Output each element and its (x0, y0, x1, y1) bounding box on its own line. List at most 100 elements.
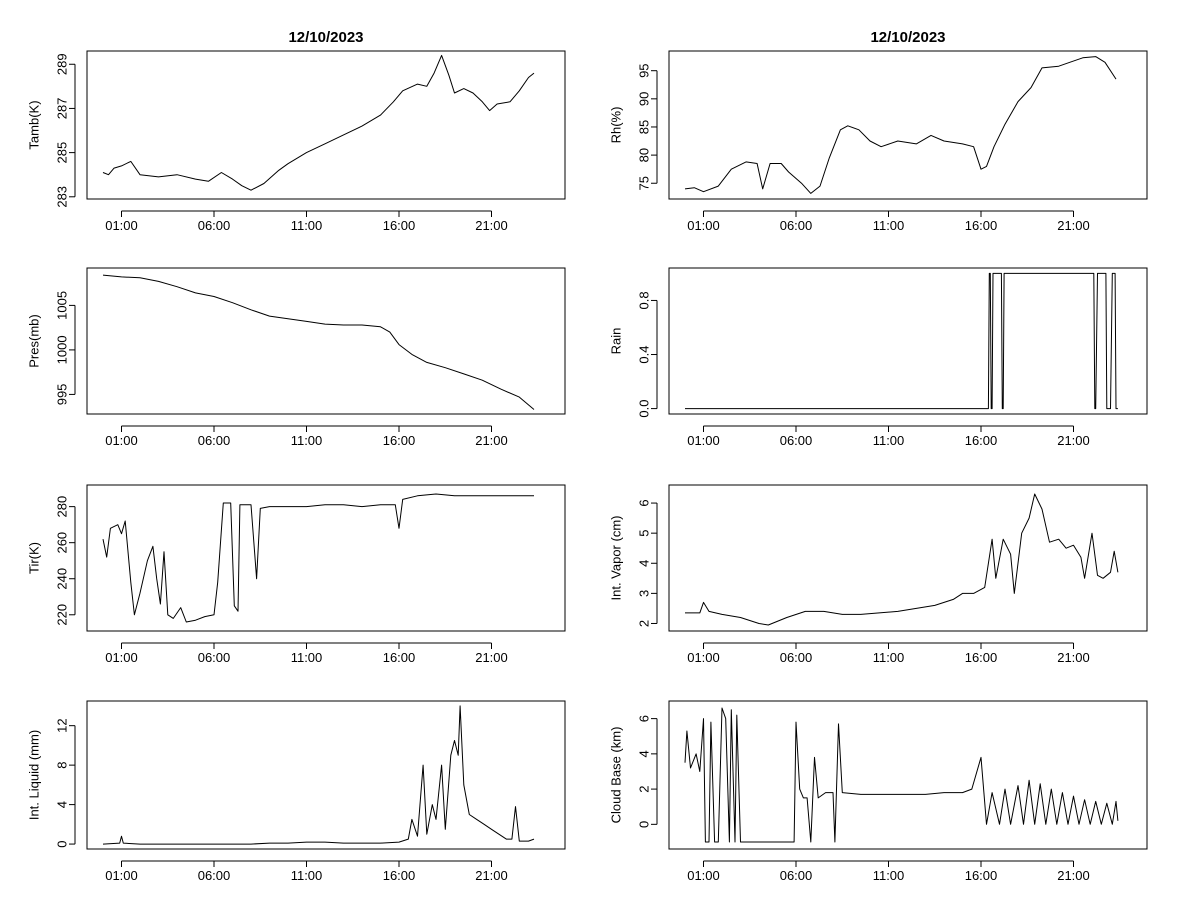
x-tick-label: 06:00 (780, 433, 813, 448)
series-line-pres (102, 274, 535, 410)
x-tick-label: 11:00 (873, 868, 905, 883)
y-tick-label: 85 (636, 120, 651, 134)
chart-panel-cloudbase: 01:00 06:00 11:00 16:00 21:00 0 2 4 6 Cloud Base … (608, 700, 1148, 883)
x-tick-label: 16:00 (383, 218, 416, 233)
y-tick-label: 260 (54, 532, 69, 554)
x-tick-label: 11:00 (873, 650, 905, 665)
chart-panel-pres: 01:00 06:00 11:00 16:00 21:00 995 1000 1005 Pres… (26, 267, 566, 448)
y-tick-label: 8 (54, 762, 69, 769)
y-tick-label: 12 (54, 718, 69, 732)
y-tick-label: 3 (636, 590, 651, 597)
y-tick-label: 6 (636, 715, 651, 722)
y-tick-label: 4 (54, 801, 69, 808)
chart-panel-rain: 01:00 06:00 11:00 16:00 21:00 0.0 0.4 0.8 Rain (608, 267, 1148, 448)
plot-frame (668, 267, 1148, 415)
chart-panel-tamb: 12/10/2023 01:00 06:00 11:00 16:00 21:00 283 28… (26, 29, 566, 233)
x-tick-label: 16:00 (965, 433, 998, 448)
x-tick-label: 01:00 (105, 868, 138, 883)
x-tick-label: 16:00 (965, 650, 998, 665)
x-tick-label: 11:00 (291, 650, 323, 665)
y-tick-label: 95 (636, 63, 651, 77)
y-axis-label: Cloud Base (km) (608, 727, 623, 824)
x-tick-label: 06:00 (198, 868, 231, 883)
y-tick-label: 0.0 (636, 400, 651, 418)
x-tick-label: 21:00 (475, 650, 508, 665)
y-tick-label: 0.8 (636, 291, 651, 309)
x-tick-label: 21:00 (1057, 433, 1090, 448)
y-axis-label: Rain (608, 328, 623, 355)
chart-title: 12/10/2023 (870, 29, 945, 46)
y-tick-label: 6 (636, 499, 651, 506)
x-tick-label: 11:00 (291, 218, 323, 233)
y-tick-label: 995 (54, 384, 69, 406)
y-tick-label: 0 (54, 840, 69, 847)
plot-frame (86, 267, 566, 415)
y-tick-label: 0 (636, 821, 651, 828)
x-tick-label: 21:00 (475, 433, 508, 448)
x-tick-label: 21:00 (475, 868, 508, 883)
x-tick-label: 01:00 (105, 433, 138, 448)
x-tick-label: 16:00 (383, 650, 416, 665)
y-tick-label: 280 (54, 496, 69, 518)
x-tick-label: 06:00 (780, 650, 813, 665)
y-tick-label: 5 (636, 530, 651, 537)
series-line-tamb (102, 54, 535, 191)
x-tick-label: 16:00 (383, 433, 416, 448)
x-tick-label: 01:00 (687, 650, 720, 665)
y-axis-label: Tir(K) (26, 542, 41, 574)
x-tick-label: 01:00 (105, 650, 138, 665)
x-tick-label: 16:00 (383, 868, 416, 883)
y-axis-label: Pres(mb) (26, 314, 41, 367)
series-line-rh (684, 56, 1117, 194)
chart-panel-rh: 12/10/2023 01:00 06:00 11:00 16:00 21:00 75 80 8… (608, 29, 1148, 233)
x-tick-label: 01:00 (687, 218, 720, 233)
series-line-vapor (685, 493, 1119, 626)
x-tick-label: 01:00 (687, 868, 720, 883)
y-tick-label: 80 (636, 148, 651, 162)
x-tick-label: 11:00 (291, 868, 323, 883)
x-tick-label: 11:00 (873, 218, 905, 233)
x-tick-label: 21:00 (1057, 650, 1090, 665)
y-tick-label: 4 (636, 560, 651, 567)
series-line-tir (102, 493, 534, 623)
chart-panel-tir: 01:00 06:00 11:00 16:00 21:00 220 240 260 280 Tir… (26, 484, 566, 665)
series-line-rain (685, 272, 1118, 410)
x-tick-label: 06:00 (198, 218, 231, 233)
plot-frame (668, 50, 1148, 200)
y-axis-label: Tamb(K) (26, 100, 41, 149)
plot-frame (86, 50, 566, 200)
x-tick-label: 21:00 (1057, 218, 1090, 233)
y-tick-label: 0.4 (636, 345, 651, 363)
series-line-cloudbase (684, 707, 1119, 843)
y-tick-label: 2 (636, 785, 651, 792)
y-tick-label: 1005 (54, 291, 69, 320)
y-axis-label: Int. Liquid (mm) (26, 730, 41, 820)
chart-title: 12/10/2023 (288, 29, 363, 46)
plot-frame (668, 484, 1148, 632)
y-axis-label: Rh(%) (608, 107, 623, 144)
x-tick-label: 11:00 (873, 433, 905, 448)
x-tick-label: 01:00 (687, 433, 720, 448)
x-tick-label: 16:00 (965, 868, 998, 883)
y-tick-label: 285 (54, 142, 69, 164)
x-tick-label: 01:00 (105, 218, 138, 233)
y-tick-label: 220 (54, 604, 69, 626)
y-tick-label: 2 (636, 620, 651, 627)
y-tick-label: 240 (54, 568, 69, 590)
y-axis-label: Int. Vapor (cm) (608, 515, 623, 600)
x-tick-label: 21:00 (1057, 868, 1090, 883)
y-tick-label: 283 (54, 186, 69, 208)
x-tick-label: 21:00 (475, 218, 508, 233)
plot-frame (86, 700, 566, 850)
x-tick-label: 06:00 (198, 433, 231, 448)
y-tick-label: 4 (636, 750, 651, 757)
y-tick-label: 287 (54, 98, 69, 120)
x-tick-label: 11:00 (291, 433, 323, 448)
series-line-liquid (102, 705, 535, 845)
x-tick-label: 06:00 (198, 650, 231, 665)
y-tick-label: 90 (636, 92, 651, 106)
x-tick-label: 06:00 (780, 218, 813, 233)
y-tick-label: 289 (54, 53, 69, 75)
